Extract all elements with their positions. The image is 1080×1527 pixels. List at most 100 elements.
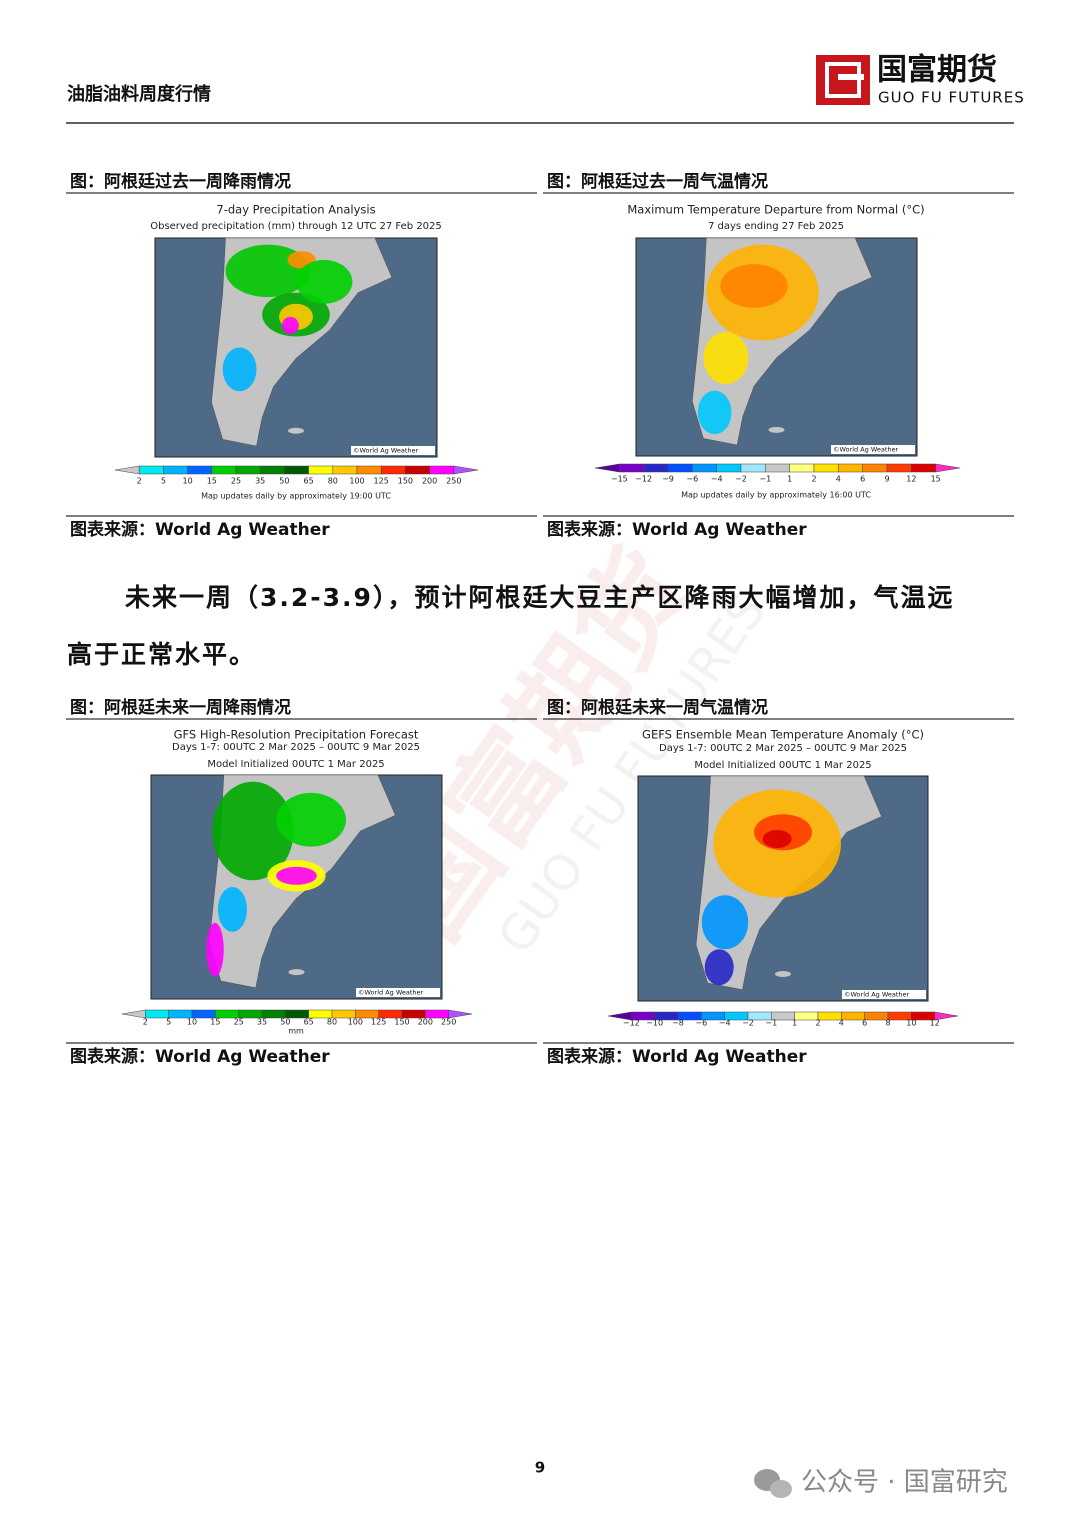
colorbar-swatch (405, 465, 430, 475)
map-shade (703, 331, 749, 385)
figure-source: 图表来源：World Ag Weather (547, 519, 807, 540)
colorbar-swatch (380, 465, 406, 475)
page-number: 9 (535, 1459, 545, 1477)
map-shade (697, 390, 732, 435)
map-shade (276, 792, 346, 847)
figure-caption: 图：阿根廷过去一周气温情况 (547, 171, 768, 192)
colorbar-label: 5 (166, 1018, 171, 1027)
map-shade (212, 781, 294, 881)
colorbar-swatch (259, 465, 285, 475)
colorbar-swatch (667, 463, 693, 473)
colorbar-label: −1 (765, 1019, 777, 1028)
colorbar-label: 5 (161, 477, 166, 486)
colorbar-swatch (716, 463, 742, 473)
colorbar-swatch (886, 463, 912, 473)
colorbar-label: 2 (143, 1018, 148, 1027)
header-title: 油脂油料周度行情 (67, 83, 211, 105)
colorbar-label: 25 (231, 477, 241, 486)
map-shade (296, 259, 353, 304)
colorbar-swatch (692, 463, 717, 473)
colorbar-label: 10 (187, 1018, 197, 1027)
colorbar-swatch (308, 465, 334, 475)
map-island (775, 971, 791, 977)
colorbar-swatch (235, 465, 261, 475)
map-credit: ©World Ag Weather (353, 447, 419, 455)
logo-en: GUO FU FUTURES (878, 89, 1025, 107)
colorbar-label: −6 (686, 475, 698, 484)
colorbar-label: 1 (792, 1019, 797, 1028)
colorbar-label: 125 (374, 477, 389, 486)
colorbar-label: 6 (862, 1019, 867, 1028)
map-credit: ©World Ag Weather (844, 991, 910, 999)
colorbar-end (453, 465, 479, 475)
colorbar-label: 12 (930, 1019, 940, 1028)
colorbar-label: 2 (811, 475, 816, 484)
map-title: 7 days ending 27 Feb 2025 (708, 221, 844, 232)
map-shade (762, 830, 792, 848)
colorbar-label: 50 (280, 1018, 290, 1027)
colorbar-label: −12 (623, 1019, 640, 1028)
colorbar-label: 25 (234, 1018, 244, 1027)
colorbar-label: 100 (348, 1018, 363, 1027)
colorbar-swatch (911, 463, 936, 473)
figure-source: 图表来源：World Ag Weather (70, 519, 330, 540)
colorbar-label: −10 (646, 1019, 663, 1028)
figure-caption: 图：阿根廷未来一周降雨情况 (70, 697, 291, 718)
colorbar-note: Map updates daily by approximately 19:00… (201, 492, 391, 501)
colorbar-label: 10 (906, 1019, 916, 1028)
colorbar-label: 100 (349, 477, 364, 486)
colorbar-label: 9 (884, 475, 889, 484)
colorbar-label: −4 (719, 1019, 731, 1028)
colorbar-label: 6 (860, 475, 865, 484)
map-title: GFS High-Resolution Precipitation Foreca… (174, 728, 419, 742)
colorbar-label: −4 (711, 475, 723, 484)
colorbar-swatch (211, 465, 237, 475)
credit-box (356, 988, 440, 997)
colorbar-label: −6 (695, 1019, 707, 1028)
footer-icon (754, 1469, 792, 1498)
map-title: GEFS Ensemble Mean Temperature Anomaly (… (642, 728, 924, 742)
colorbar-label: −15 (611, 475, 628, 484)
colorbar-note: mm (288, 1027, 304, 1036)
colorbar-label: 10 (183, 477, 193, 486)
map-title: Maximum Temperature Departure from Norma… (627, 203, 924, 217)
map-shade (217, 887, 248, 932)
colorbar-label: 250 (446, 477, 461, 486)
colorbar-label: 65 (304, 1018, 314, 1027)
colorbar-label: −9 (662, 475, 674, 484)
colorbar-label: 200 (422, 477, 437, 486)
footer-text: 公众号 · 国富研究 (801, 1468, 1008, 1498)
map-shade (281, 316, 299, 335)
credit-box (351, 446, 435, 455)
figure-caption: 图：阿根廷未来一周气温情况 (547, 697, 768, 718)
colorbar-label: 35 (257, 1018, 267, 1027)
colorbar-label: 4 (836, 475, 841, 484)
colorbar-label: 1 (787, 475, 792, 484)
colorbar-swatch (765, 463, 790, 473)
colorbar-swatch (740, 463, 766, 473)
colorbar-swatch (187, 465, 213, 475)
colorbar-label: 80 (327, 1018, 337, 1027)
map-title: 7-day Precipitation Analysis (216, 203, 375, 217)
figure-source: 图表来源：World Ag Weather (70, 1046, 330, 1067)
map-title: Days 1-7: 00UTC 2 Mar 2025 – 00UTC 9 Mar… (172, 742, 420, 753)
colorbar-swatch (643, 463, 669, 473)
map-title: Days 1-7: 00UTC 2 Mar 2025 – 00UTC 9 Mar… (659, 743, 907, 754)
colorbar-label: 35 (255, 477, 265, 486)
colorbar-label: −8 (672, 1019, 684, 1028)
colorbar-label: 50 (279, 477, 289, 486)
colorbar-label: 150 (394, 1018, 409, 1027)
colorbar-label: 15 (207, 477, 217, 486)
colorbar-label: −12 (635, 475, 652, 484)
map-shade (701, 895, 749, 950)
map-shade (720, 264, 788, 308)
colorbar-label: 250 (441, 1018, 456, 1027)
colorbar-label: 15 (210, 1018, 220, 1027)
colorbar-label: 150 (398, 477, 413, 486)
colorbar-label: 65 (304, 477, 314, 486)
colorbar-label: −2 (735, 475, 747, 484)
colorbar-swatch (356, 465, 382, 475)
map-shade (206, 922, 224, 977)
colorbar-swatch (332, 465, 358, 475)
